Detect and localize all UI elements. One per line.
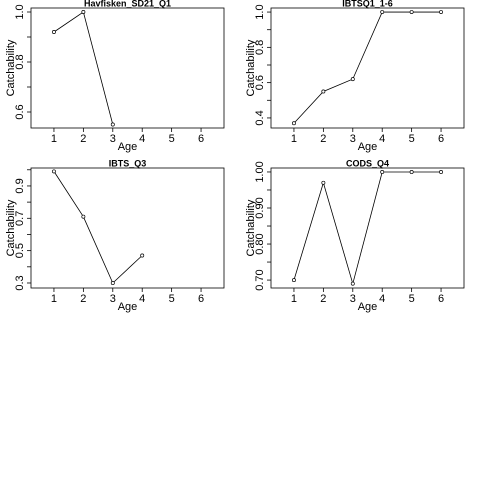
data-point <box>291 121 296 126</box>
y-tick-label: 0.6 <box>254 75 266 90</box>
x-tick-label: 3 <box>350 133 356 145</box>
data-point <box>291 278 296 283</box>
data-line <box>53 171 143 284</box>
y-tick-label: 1.00 <box>254 161 266 182</box>
y-axis-label: Catchability <box>5 199 17 256</box>
data-point <box>110 281 115 285</box>
x-tick-label: 1 <box>291 293 297 305</box>
data-line <box>293 171 442 286</box>
data-line <box>53 11 114 125</box>
y-axis-label: Catchability <box>245 199 257 256</box>
x-axis-label: Age <box>358 301 378 313</box>
y-tick-label: 0.5 <box>14 243 26 258</box>
x-tick-label: 5 <box>169 133 175 145</box>
y-axis-label: Catchability <box>245 39 257 96</box>
data-point <box>321 180 326 185</box>
y-tick-label: 0.70 <box>254 269 266 290</box>
title: IBTS_Q3 <box>109 158 147 168</box>
data-point <box>110 122 115 127</box>
plot-box <box>30 167 225 289</box>
x-tick-label: 3 <box>110 293 116 305</box>
x-axis-label: Age <box>118 301 138 313</box>
plot-box <box>30 7 225 129</box>
y-tick-label: 0.90 <box>254 197 266 218</box>
x-axis-label: Age <box>118 141 138 153</box>
data-point <box>439 10 444 15</box>
x-tick-label: 2 <box>320 293 326 305</box>
y-tick-label: 0.9 <box>14 178 26 193</box>
x-tick-label: 1 <box>51 293 57 305</box>
y-tick-label: 0.6 <box>14 104 26 119</box>
data-point <box>409 10 414 15</box>
plot-box <box>270 167 465 289</box>
x-axis-label: Age <box>358 141 378 153</box>
data-point <box>350 281 355 286</box>
x-tick-label: 4 <box>379 133 385 145</box>
x-tick-label: 5 <box>409 293 415 305</box>
data-point <box>140 253 145 258</box>
x-tick-label: 4 <box>139 293 145 305</box>
x-tick-label: 4 <box>379 293 385 305</box>
y-tick-label: 1.0 <box>14 4 26 19</box>
y-tick-label: 0.7 <box>14 211 26 226</box>
y-tick-label: 0.4 <box>254 110 266 125</box>
x-tick-label: 1 <box>51 133 57 145</box>
data-point <box>321 89 326 94</box>
x-tick-label: 2 <box>80 293 86 305</box>
data-point <box>81 10 86 14</box>
x-tick-label: 3 <box>110 133 116 145</box>
data-point <box>350 77 355 82</box>
x-tick-label: 5 <box>409 133 415 145</box>
x-tick-label: 3 <box>350 293 356 305</box>
data-point <box>81 214 86 219</box>
y-tick-label: 0.8 <box>14 54 26 69</box>
plot-box <box>270 7 465 129</box>
y-axis-label: Catchability <box>5 39 17 96</box>
y-tick-label: 0.3 <box>14 275 26 290</box>
data-point <box>409 170 414 174</box>
x-tick-label: 2 <box>80 133 86 145</box>
x-tick-label: 6 <box>438 133 444 145</box>
x-tick-label: 1 <box>291 133 297 145</box>
x-tick-label: 6 <box>438 293 444 305</box>
title: CODS_Q4 <box>346 158 389 168</box>
x-tick-label: 6 <box>198 293 204 305</box>
x-tick-label: 2 <box>320 133 326 145</box>
title: Havfisken_SD21_Q1 <box>84 0 171 8</box>
data-line <box>293 11 442 124</box>
data-point <box>51 169 56 174</box>
x-tick-label: 4 <box>139 133 145 145</box>
y-tick-label: 0.8 <box>254 40 266 55</box>
title: IBTSQ1_1-6 <box>342 0 393 8</box>
data-point <box>380 10 385 15</box>
data-point <box>51 30 56 34</box>
y-tick-label: 1.0 <box>254 4 266 19</box>
y-tick-label: 0.80 <box>254 233 266 254</box>
data-point <box>380 170 385 174</box>
x-tick-label: 6 <box>198 133 204 145</box>
data-point <box>439 170 444 174</box>
x-tick-label: 5 <box>169 293 175 305</box>
